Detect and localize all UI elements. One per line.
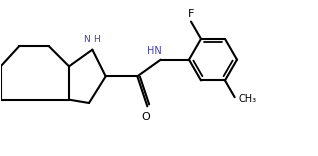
Text: HN: HN bbox=[147, 46, 162, 56]
Text: F: F bbox=[188, 9, 194, 19]
Text: O: O bbox=[141, 112, 150, 122]
Text: CH₃: CH₃ bbox=[238, 94, 257, 104]
Text: N: N bbox=[83, 35, 90, 44]
Text: H: H bbox=[93, 35, 100, 44]
